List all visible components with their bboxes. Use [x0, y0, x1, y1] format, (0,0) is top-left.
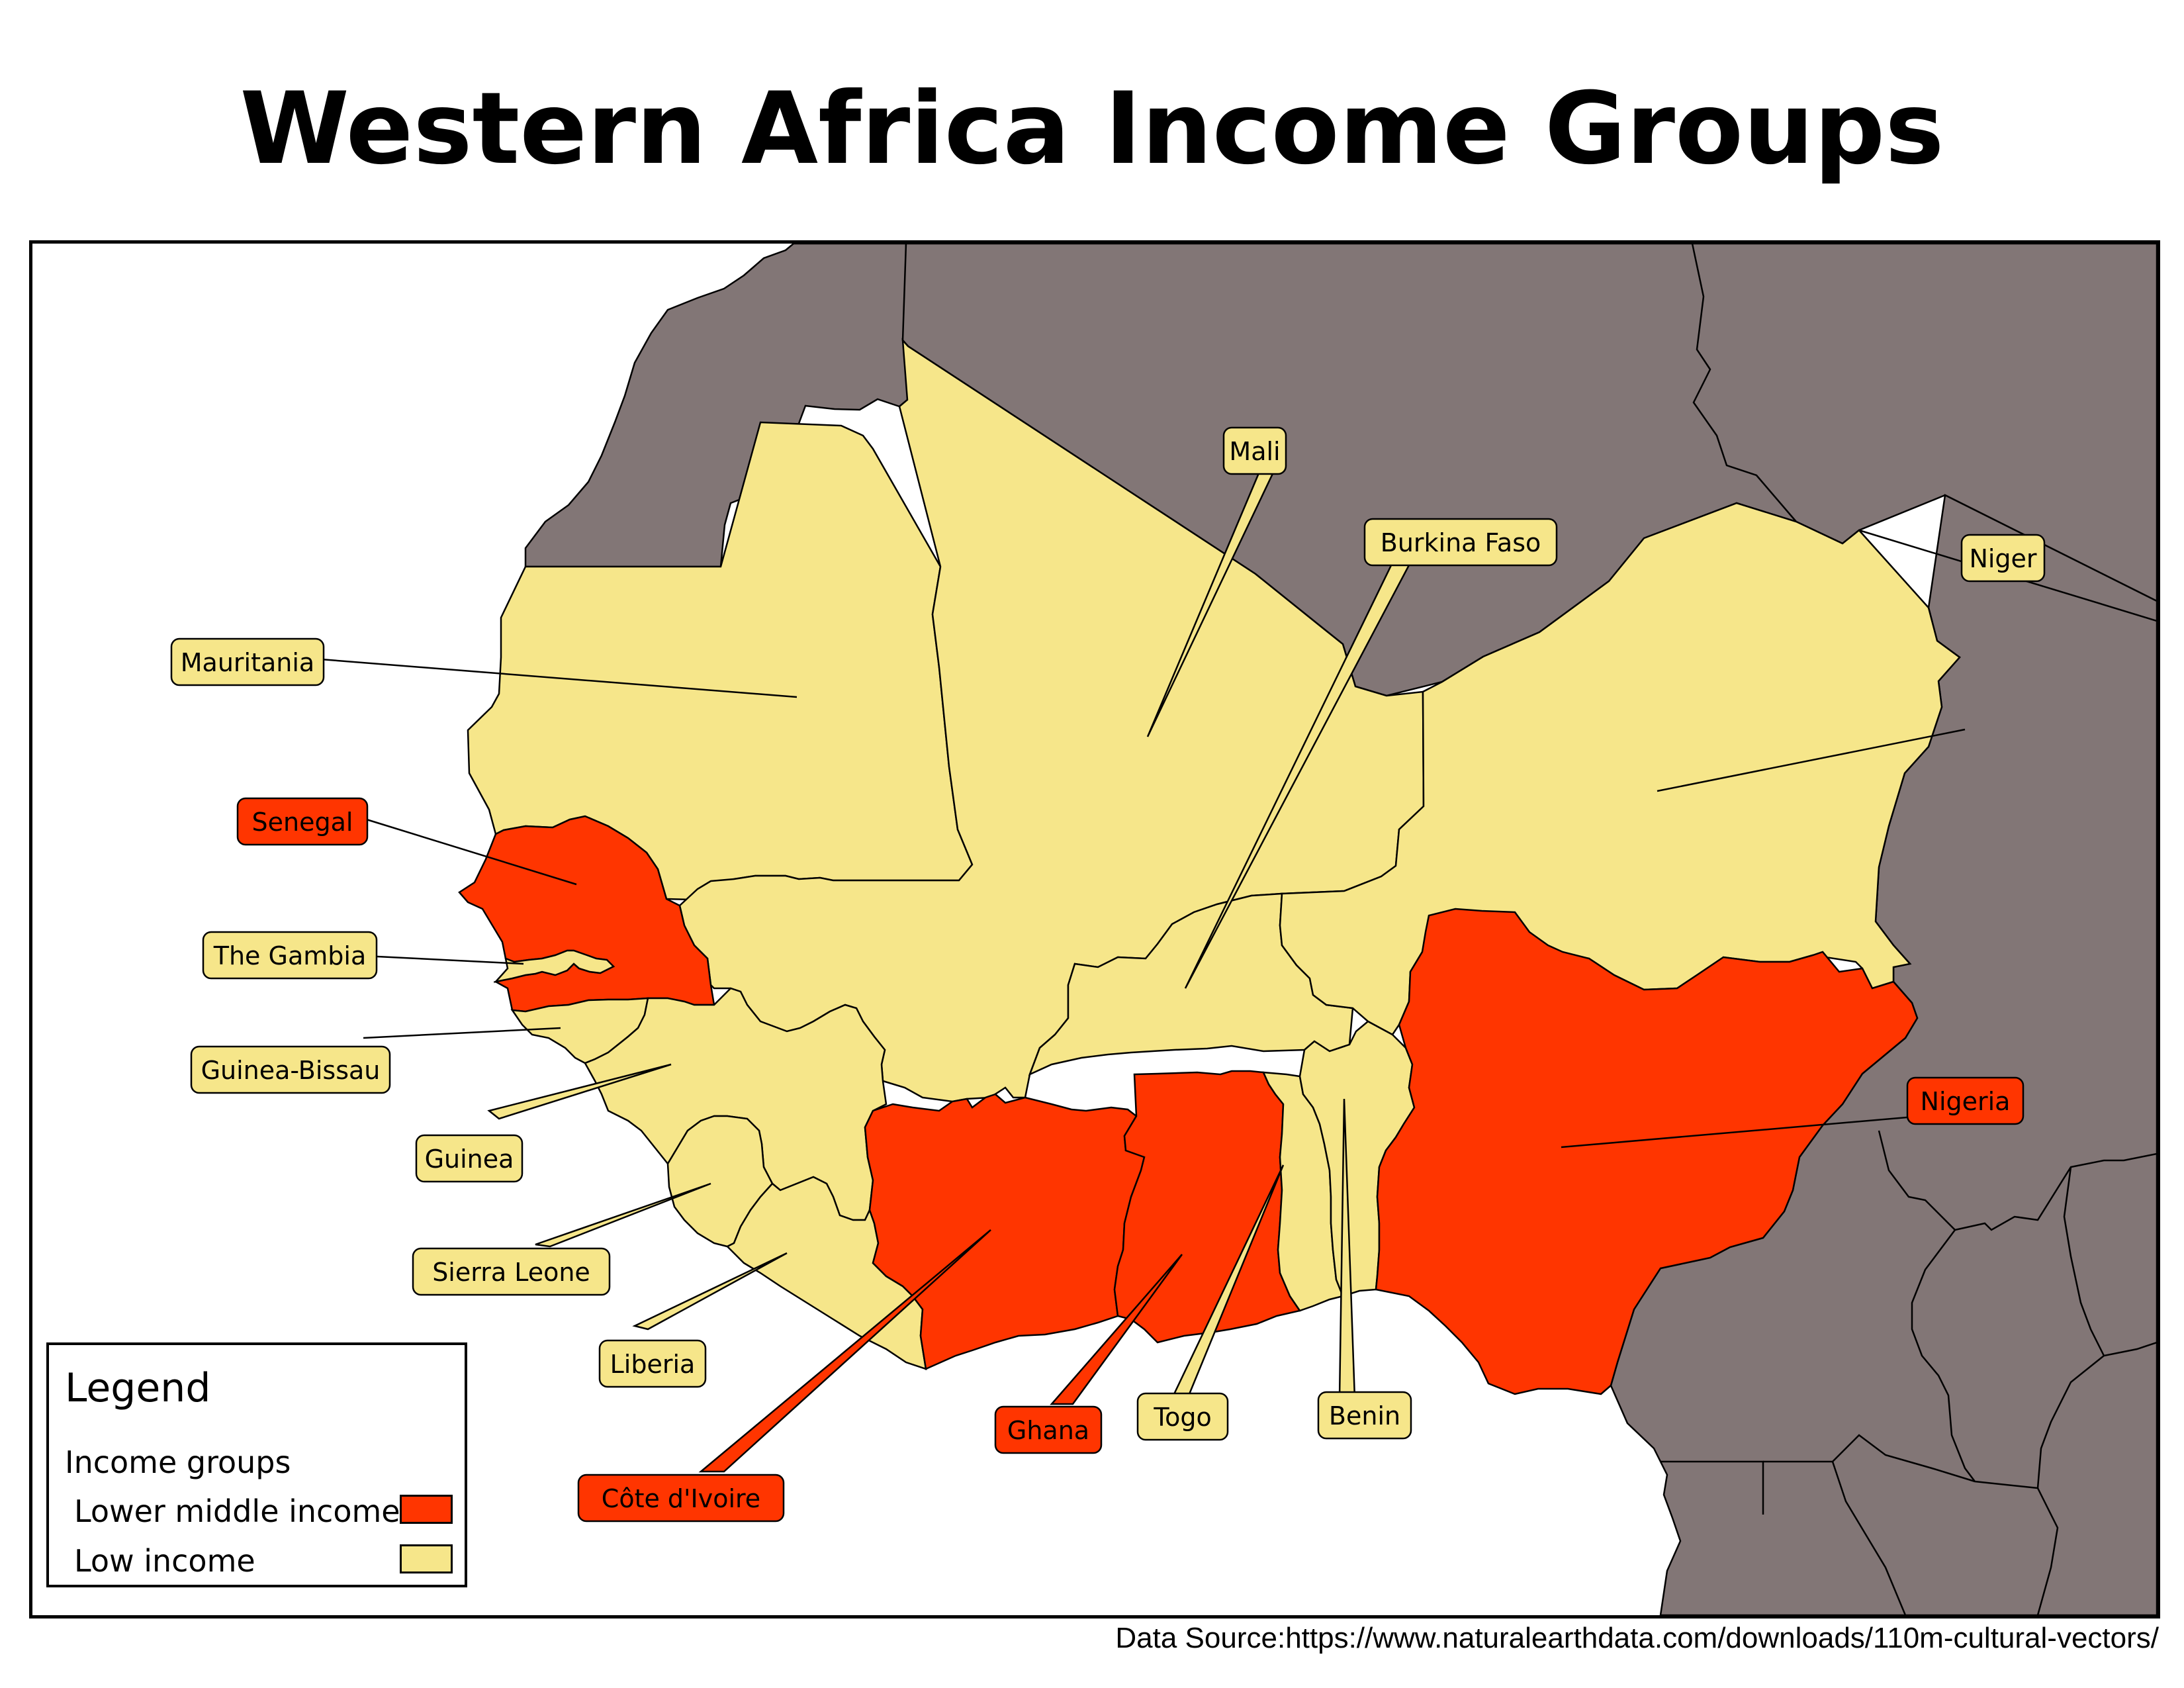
- leader-guinea-bissau: [363, 1027, 561, 1039]
- legend-item-low: Low income: [74, 1543, 255, 1579]
- label-burkina-faso: Burkina Faso: [1363, 518, 1558, 567]
- legend-item-lower-middle: Lower middle income: [74, 1493, 400, 1529]
- legend-title: Legend: [65, 1365, 211, 1411]
- label-box: [1363, 518, 1558, 567]
- label-liberia: Liberia: [598, 1339, 707, 1388]
- label-box: [412, 1247, 611, 1296]
- label-text: Guinea-Bissau: [201, 1056, 381, 1085]
- legend-swatch-low: [400, 1544, 453, 1573]
- label-guinea: Guinea: [415, 1134, 523, 1183]
- label-benin: Benin: [1317, 1391, 1412, 1440]
- label-box: [170, 637, 325, 686]
- label-mali: Mali: [1222, 426, 1287, 475]
- country-the-gambia[interactable]: [493, 949, 615, 983]
- label-leaders: [320, 464, 1966, 1473]
- border-line: [2063, 1166, 2105, 1356]
- map-frame: Mauritania Mali Burkina Faso Niger Senegal Th…: [29, 240, 2160, 1618]
- label-box: [1906, 1076, 2025, 1125]
- label-text: Benin: [1329, 1401, 1400, 1430]
- leader-guinea: [487, 1063, 672, 1120]
- legend-swatch-lower-middle: [400, 1495, 453, 1524]
- western-sahara-morocco-region: [524, 244, 909, 568]
- map-canvas: Mauritania Mali Burkina Faso Niger Senegal Th…: [170, 244, 2157, 1615]
- leader-ghana: [1050, 1254, 1183, 1405]
- label-text: Liberia: [610, 1350, 696, 1379]
- label-box: [1960, 534, 2046, 583]
- label-togo: Togo: [1136, 1392, 1229, 1441]
- country-ghana[interactable]: [1113, 1070, 1302, 1344]
- leader-niger: [1657, 728, 1966, 792]
- label-text: Togo: [1153, 1403, 1211, 1432]
- label-box: [202, 931, 378, 980]
- label-box: [1317, 1391, 1412, 1440]
- legend-subtitle: Income groups: [65, 1444, 291, 1480]
- border-line: [1878, 1130, 2157, 1231]
- data-source: Data Source:https://www.naturalearthdata…: [1115, 1622, 2159, 1654]
- leader-liberia: [632, 1252, 788, 1331]
- label-box: [1222, 426, 1287, 475]
- label-niger: Niger: [1960, 534, 2046, 583]
- label-text: Côte d'Ivoire: [602, 1484, 760, 1513]
- border-line: [1691, 244, 1797, 522]
- label-text: Sierra Leone: [432, 1258, 590, 1287]
- label-text: Guinea: [425, 1145, 514, 1174]
- label-box: [577, 1474, 785, 1523]
- label-box: [994, 1405, 1103, 1454]
- label-senegal: Senegal: [236, 797, 369, 846]
- country-labels: Mauritania Mali Burkina Faso Niger Senegal Th…: [170, 426, 2046, 1523]
- border-line: [1831, 1461, 1907, 1615]
- label-box: [598, 1339, 707, 1388]
- border-line: [1911, 1229, 1976, 1482]
- label-text: Burkina Faso: [1381, 528, 1541, 557]
- surrounding-land: [524, 244, 2157, 1615]
- legend: Legend Income groups Lower middle income…: [46, 1342, 467, 1587]
- leader-sierra-leone: [535, 1182, 711, 1248]
- leader-gambia: [349, 954, 524, 965]
- label-c-te-d-ivoire: Côte d'Ivoire: [577, 1474, 785, 1523]
- label-box: [415, 1134, 523, 1183]
- leader-mauritania: [320, 658, 797, 698]
- label-box: [1136, 1392, 1229, 1441]
- label-ghana: Ghana: [994, 1405, 1103, 1454]
- label-box: [190, 1045, 391, 1094]
- label-mauritania: Mauritania: [170, 637, 325, 686]
- label-nigeria: Nigeria: [1906, 1076, 2025, 1125]
- map-title: Western Africa Income Groups: [240, 71, 1944, 187]
- label-guinea-bissau: Guinea-Bissau: [190, 1045, 391, 1094]
- label-text: The Gambia: [213, 941, 366, 970]
- label-box: [236, 797, 369, 846]
- surrounding-borders: [1661, 244, 2157, 1615]
- label-text: Ghana: [1007, 1416, 1089, 1445]
- label-text: Mali: [1229, 437, 1280, 466]
- label-text: Nigeria: [1921, 1087, 2011, 1116]
- leader-senegal: [366, 818, 577, 886]
- country-nigeria[interactable]: [1375, 908, 1919, 1395]
- leader-nigeria: [1561, 1113, 1946, 1149]
- label-text: Senegal: [252, 808, 353, 837]
- label-sierra-leone: Sierra Leone: [412, 1247, 611, 1296]
- border-line: [2036, 1487, 2059, 1615]
- label-text: Niger: [1969, 544, 2036, 573]
- label-the-gambia: The Gambia: [202, 931, 378, 980]
- label-text: Mauritania: [181, 648, 314, 677]
- leader-cote: [698, 1229, 991, 1473]
